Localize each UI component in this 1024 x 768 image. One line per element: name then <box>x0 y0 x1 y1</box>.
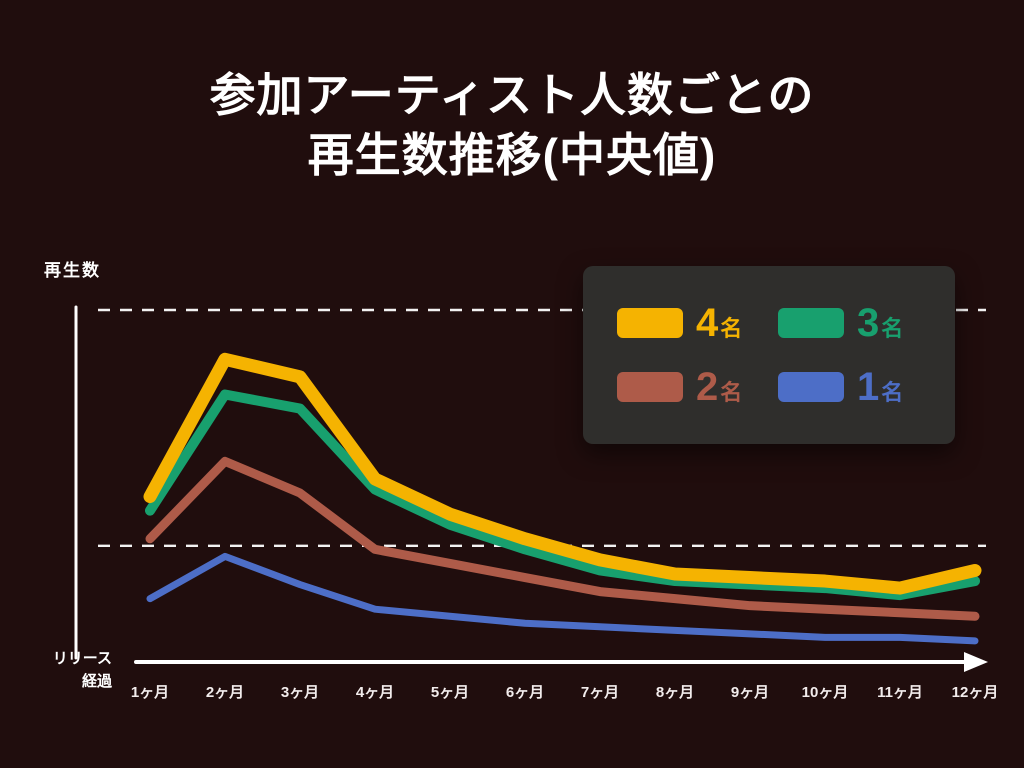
x-axis-label-line1: リリース <box>52 650 112 667</box>
x-tick-label: 2ヶ月 <box>205 684 245 701</box>
legend-swatch <box>778 308 844 338</box>
x-axis-arrowhead-icon <box>964 652 988 672</box>
x-tick-label: 6ヶ月 <box>505 684 545 701</box>
x-tick-label: 5ヶ月 <box>430 684 470 701</box>
x-tick-label: 9ヶ月 <box>730 684 770 701</box>
legend-number: 3 <box>857 301 880 345</box>
x-axis-label: リリース 経過 <box>24 648 112 693</box>
series-line-members-4 <box>143 352 982 595</box>
y-axis-label: 再生数 <box>44 261 101 280</box>
chart-title-line2: 再生数推移(中央値) <box>307 128 717 181</box>
x-tick-label: 3ヶ月 <box>280 684 320 701</box>
x-tick-label: 12ヶ月 <box>951 684 999 701</box>
x-tick-label: 1ヶ月 <box>130 684 170 701</box>
x-tick-label: 7ヶ月 <box>580 684 620 701</box>
legend-swatch <box>778 372 844 402</box>
x-tick-label: 8ヶ月 <box>655 684 695 701</box>
legend-swatch <box>617 308 683 338</box>
x-tick-label: 4ヶ月 <box>355 684 395 701</box>
series-line-members-3 <box>145 389 980 601</box>
legend-number: 1 <box>857 365 880 409</box>
legend-suffix: 名 <box>881 316 904 341</box>
legend-number: 2 <box>696 365 719 409</box>
legend-suffix: 名 <box>720 380 743 405</box>
chart-title: 参加アーティスト人数ごとの 再生数推移(中央値) <box>0 66 1024 186</box>
x-axis-label-line2: 経過 <box>81 672 112 690</box>
legend-number: 4 <box>696 301 719 345</box>
series-line-members-1 <box>146 552 979 645</box>
chart-title-line1: 参加アーティスト人数ごとの <box>209 69 815 121</box>
x-tick-label: 11ヶ月 <box>877 684 923 701</box>
legend-suffix: 名 <box>720 316 743 341</box>
legend-swatch <box>617 372 683 402</box>
series-line-members-2 <box>145 456 980 621</box>
legend-suffix: 名 <box>881 380 904 405</box>
x-tick-label: 10ヶ月 <box>801 684 849 701</box>
